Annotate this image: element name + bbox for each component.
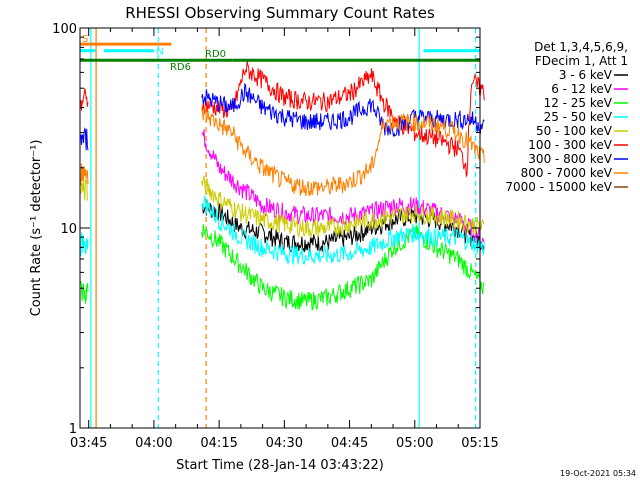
y-tick-label-1: 10 (60, 222, 77, 237)
x-tick-label-5: 05:00 (396, 436, 433, 451)
flag-label-1: N (156, 47, 163, 58)
legend-label-4: 50 - 100 keV (536, 124, 613, 138)
series-trace-2 (201, 224, 485, 311)
flag-label-0: S (82, 34, 88, 45)
legend-label-0: 3 - 6 keV (559, 68, 613, 82)
series-trace-4 (201, 175, 485, 239)
x-tick-label-3: 04:30 (266, 436, 303, 451)
chart-title: RHESSI Observing Summary Count Rates (125, 4, 435, 22)
legend-label-1: 6 - 12 keV (551, 82, 613, 96)
legend: Det 1,3,4,5,6,9, FDecim 1, Att 1 3 - 6 k… (505, 40, 628, 194)
left-fragment-trace-3 (80, 179, 89, 201)
series-trace-1 (201, 129, 485, 247)
left-fragment-trace-5 (80, 280, 89, 304)
x-tick-label-0: 03:45 (70, 436, 107, 451)
legend-label-6: 300 - 800 keV (528, 152, 612, 166)
ticks-layer: 1 10 100 03:45 04:00 04:15 04:30 04:45 05:00 05:1… (52, 22, 499, 451)
legend-header-line-2: FDecim 1, Att 1 (535, 54, 628, 68)
left-fragment-trace-1 (80, 126, 89, 151)
x-axis-label: Start Time (28-Jan-14 03:43:22) (176, 458, 384, 473)
y-tick-label-0: 1 (69, 422, 77, 437)
series-trace-7 (201, 106, 485, 197)
x-tick-label-2: 04:15 (200, 436, 237, 451)
legend-label-3: 25 - 50 keV (544, 110, 613, 124)
flag-label-4: RD0 (205, 49, 226, 60)
plot-layer: S N RD0 RD6 (80, 28, 485, 428)
legend-label-7: 800 - 7000 keV (521, 166, 613, 180)
series-trace-6 (201, 82, 485, 137)
left-fragment-trace-0 (80, 88, 89, 111)
series-trace-3 (201, 195, 485, 266)
flag-label-5: RD6 (170, 62, 191, 73)
series-trace-5 (201, 61, 485, 178)
x-tick-label-6: 05:15 (461, 436, 498, 451)
legend-header-line-1: Det 1,3,4,5,6,9, (534, 40, 628, 54)
y-tick-label-2: 100 (52, 22, 77, 37)
left-fragment-trace-4 (80, 232, 89, 257)
y-axis-label: Count Rate (s⁻¹ detector⁻¹) (29, 140, 44, 317)
x-tick-label-1: 04:00 (135, 436, 172, 451)
left-fragment-trace-2 (80, 163, 89, 186)
x-tick-label-4: 04:45 (331, 436, 368, 451)
legend-label-5: 100 - 300 keV (528, 138, 612, 152)
legend-label-2: 12 - 25 keV (544, 96, 613, 110)
render-timestamp: 19-Oct-2021 05:34 (560, 469, 636, 478)
legend-label-8: 7000 - 15000 keV (505, 180, 612, 194)
